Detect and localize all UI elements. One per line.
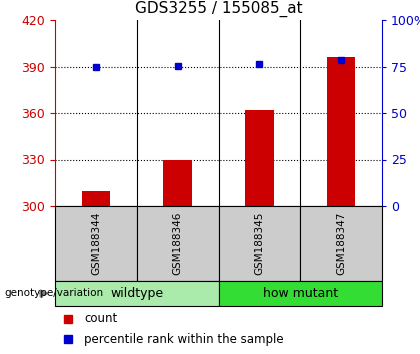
- Bar: [327, 57, 355, 206]
- Text: how mutant: how mutant: [262, 287, 338, 300]
- Text: GSM188346: GSM188346: [173, 212, 183, 275]
- Title: GDS3255 / 155085_at: GDS3255 / 155085_at: [135, 1, 302, 17]
- Text: genotype/variation: genotype/variation: [4, 289, 103, 298]
- Bar: [218, 206, 300, 281]
- Bar: [55, 281, 218, 306]
- Text: count: count: [84, 313, 118, 325]
- Bar: [55, 206, 137, 281]
- Text: percentile rank within the sample: percentile rank within the sample: [84, 332, 284, 346]
- Bar: [300, 206, 382, 281]
- Bar: [81, 190, 110, 206]
- Bar: [218, 281, 382, 306]
- Bar: [245, 110, 274, 206]
- Text: wildtype: wildtype: [110, 287, 163, 300]
- Text: GSM188345: GSM188345: [255, 212, 264, 275]
- Text: GSM188347: GSM188347: [336, 212, 346, 275]
- Text: GSM188344: GSM188344: [91, 212, 101, 275]
- Bar: [163, 160, 192, 206]
- Bar: [137, 206, 218, 281]
